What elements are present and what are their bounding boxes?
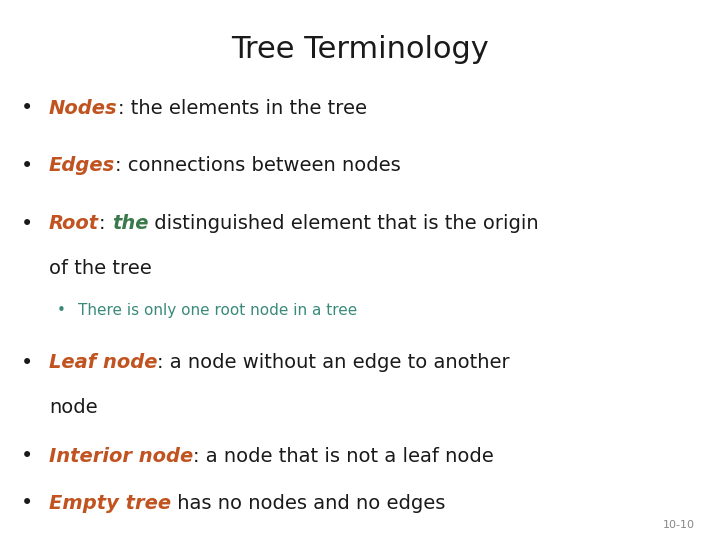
Text: Leaf node: Leaf node: [49, 353, 158, 373]
Text: Edges: Edges: [49, 156, 115, 176]
Text: •: •: [21, 446, 34, 467]
Text: distinguished element that is the origin: distinguished element that is the origin: [148, 214, 539, 233]
Text: •: •: [21, 213, 34, 234]
Text: : a node without an edge to another: : a node without an edge to another: [158, 353, 510, 373]
Text: 10-10: 10-10: [663, 520, 695, 530]
Text: Empty tree: Empty tree: [49, 494, 171, 513]
Text: Interior node: Interior node: [49, 447, 193, 466]
Text: the: the: [112, 214, 148, 233]
Text: •: •: [57, 303, 66, 318]
Text: Tree Terminology: Tree Terminology: [231, 35, 489, 64]
Text: •: •: [21, 353, 34, 373]
Text: node: node: [49, 398, 98, 417]
Text: : a node that is not a leaf node: : a node that is not a leaf node: [193, 447, 494, 466]
Text: •: •: [21, 156, 34, 176]
Text: has no nodes and no edges: has no nodes and no edges: [171, 494, 446, 513]
Text: There is only one root node in a tree: There is only one root node in a tree: [78, 303, 357, 318]
Text: Nodes: Nodes: [49, 98, 117, 118]
Text: : connections between nodes: : connections between nodes: [115, 156, 401, 176]
Text: : the elements in the tree: : the elements in the tree: [117, 98, 366, 118]
Text: •: •: [21, 98, 34, 118]
Text: of the tree: of the tree: [49, 259, 152, 278]
Text: Root: Root: [49, 214, 99, 233]
Text: •: •: [21, 493, 34, 514]
Text: :: :: [99, 214, 112, 233]
